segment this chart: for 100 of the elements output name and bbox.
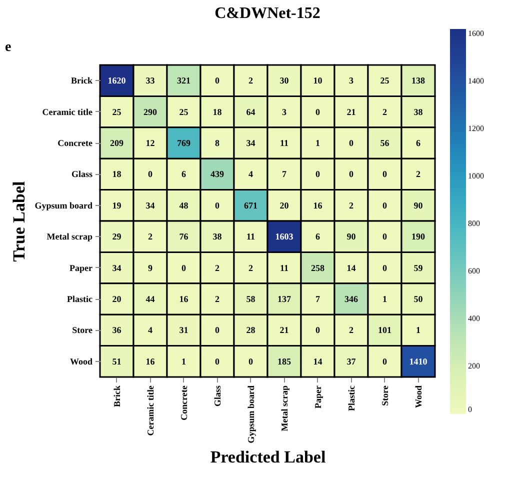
data-label: 7 [282,169,287,180]
y-tick-label: Store [72,325,92,336]
x-tick-label: Paper [312,386,323,408]
data-label: 38 [212,232,222,242]
data-label: 90 [414,200,424,210]
data-label: 321 [177,76,191,86]
y-tick-label: Concrete [58,138,92,148]
data-label: 0 [215,356,220,366]
data-label: 76 [179,232,189,242]
data-label: 0 [382,169,388,180]
data-label: 9 [148,262,153,273]
data-label: 0 [248,356,254,366]
data-label: 2 [382,106,388,117]
data-label: 33 [146,76,156,86]
data-label: 2 [248,262,254,273]
data-label: 0 [382,262,388,273]
data-label: 1 [316,138,320,148]
data-label: 2 [248,76,254,86]
data-label: 3 [282,106,287,117]
data-label: 137 [278,294,292,304]
data-label: 439 [210,169,224,180]
data-label: 34 [246,138,256,148]
data-label: 0 [316,106,320,117]
data-label: 138 [412,76,426,86]
data-label: 25 [112,106,122,117]
data-label: 37 [346,356,356,366]
data-label: 11 [246,232,256,242]
data-label: 258 [311,262,325,273]
data-label: 346 [344,294,358,304]
color-bar-label: 200 [468,361,480,370]
y-tick-label: Brick [71,76,92,86]
data-label: 7 [316,294,320,304]
data-label: 48 [179,200,189,210]
y-tick-label: Ceramic title [42,106,92,117]
data-label: 1620 [108,76,126,86]
data-label: 20 [280,200,290,210]
data-label: 209 [110,138,124,148]
y-axis-title: True Label [10,181,29,262]
data-label: 0 [215,325,220,336]
x-tick-label: Brick [112,386,122,407]
data-label: 1603 [275,232,294,242]
y-tick-label: Plastic [67,294,92,304]
data-label: 2 [215,262,220,273]
y-tick-label: Metal scrap [46,232,92,242]
data-label: 64 [246,106,256,117]
data-label: 58 [246,294,256,304]
data-label: 0 [316,325,320,336]
x-tick-label: Metal scrap [279,386,290,432]
x-tick-label: Plastic [346,386,356,411]
data-label: 10 [313,76,323,86]
data-label: 190 [412,232,426,242]
color-bar-label: 1000 [468,171,484,180]
data-label: 8 [215,138,220,148]
data-label: 671 [244,200,258,210]
x-tick-label: Concrete [178,386,189,420]
data-label: 2 [148,232,153,242]
data-label: 59 [414,262,424,273]
data-label: 6 [182,169,186,180]
data-label: 6 [416,138,421,148]
data-label: 14 [346,262,356,273]
data-label: 44 [146,294,156,304]
data-label: 21 [346,106,356,117]
data-label: 38 [414,106,424,117]
data-label: 1410 [409,356,428,366]
data-label: 0 [316,169,320,180]
data-label: 2 [215,294,220,304]
data-label: 4 [148,325,153,336]
data-label: 90 [346,232,356,242]
data-label: 16 [146,356,156,366]
data-label: 21 [280,325,290,336]
x-tick-label: Glass [212,385,222,407]
data-label: 34 [146,200,156,210]
data-label: 56 [380,138,390,148]
data-label: 769 [177,138,191,148]
data-label: 4 [248,169,254,180]
x-tick-label: Wood [413,386,424,408]
data-label: 25 [380,76,390,86]
color-bar-label: 1400 [468,76,484,86]
chart-title: C&DWNet-152 [214,5,320,22]
data-label: 30 [280,76,290,86]
data-label: 16 [313,200,323,210]
data-label: 101 [378,325,392,336]
data-label: 0 [215,200,220,210]
data-label: 1 [382,294,388,304]
data-label: 185 [278,356,292,366]
data-label: 12 [146,138,156,148]
data-label: 0 [382,232,388,242]
y-tick-label: Gypsum board [34,200,92,210]
data-label: 28 [246,325,256,336]
data-label: 29 [112,232,122,242]
data-label: 2 [349,325,354,336]
data-label: 20 [112,294,122,304]
color-bar-label: 1200 [468,124,484,133]
color-bar-label: 0 [468,405,472,414]
data-label: 36 [112,325,122,336]
color-bar-label: 1600 [468,28,484,38]
data-label: 0 [382,356,388,366]
data-label: 3 [349,76,354,86]
y-tick-label: Glass [71,169,93,180]
x-axis-title: Predicted Label [210,447,326,466]
